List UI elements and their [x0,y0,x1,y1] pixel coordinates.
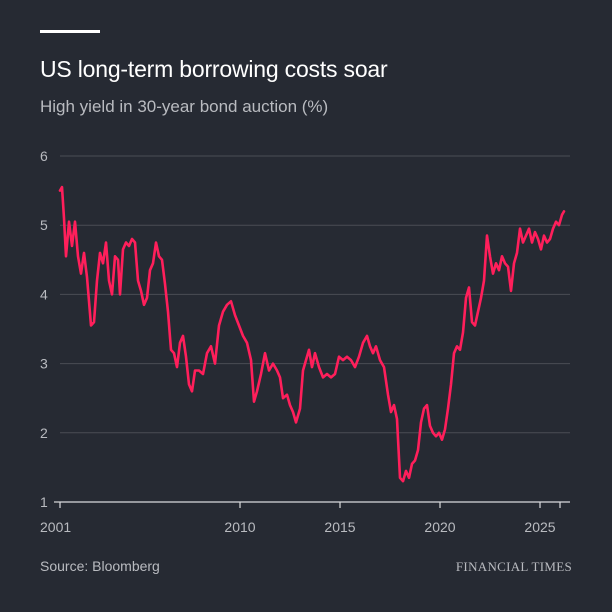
y-axis-ticks: 1 2 3 4 5 6 [40,148,48,510]
header-rule [40,30,100,33]
x-axis: 2001 2010 2015 2020 2025 [40,501,570,535]
series-layer [58,185,566,483]
source-note: Source: Bloomberg [40,558,160,574]
y-tick-label-1: 1 [40,494,48,510]
y-tick-label-2: 2 [40,425,48,441]
y-tick-label-6: 6 [40,148,48,164]
publisher-logo: FINANCIAL TIMES [455,559,572,574]
x-tick-label-2001: 2001 [40,519,71,535]
x-tick-label-2020: 2020 [424,519,455,535]
chart-subtitle: High yield in 30-year bond auction (%) [40,97,329,116]
x-tick-label-2015: 2015 [324,519,355,535]
grid-lines [60,155,570,434]
y-tick-label-5: 5 [40,217,48,233]
chart-title: US long-term borrowing costs soar [40,56,388,82]
x-tick-label-2010: 2010 [224,519,255,535]
series-line-0 [58,185,566,483]
y-tick-label-3: 3 [40,356,48,372]
y-tick-label-4: 4 [40,286,48,302]
x-tick-label-2025: 2025 [524,519,555,535]
